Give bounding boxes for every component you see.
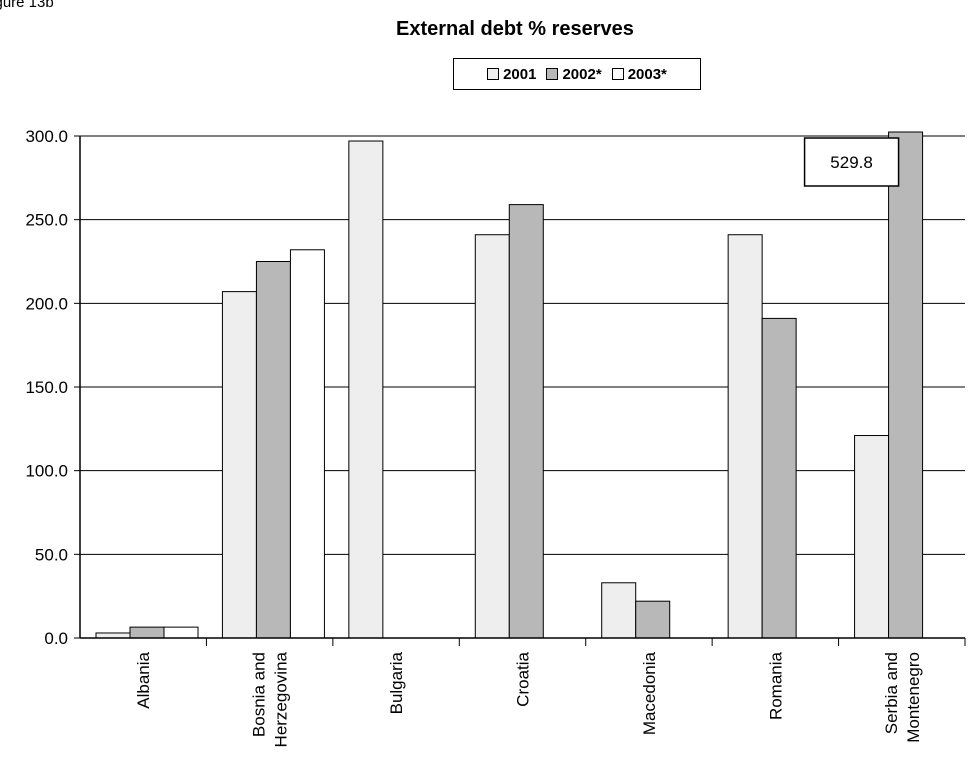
bars (95, 131, 924, 639)
bar-2002-0 (129, 626, 165, 639)
bar-2001-4 (601, 582, 637, 639)
y-tick-label: 100.0 (25, 462, 68, 481)
x-tick-label: Herzegovina (272, 651, 291, 747)
chart-title: External debt % reserves (396, 18, 634, 40)
bar-2001-0 (95, 632, 131, 639)
x-tick-label: Romania (766, 651, 785, 720)
bar-2002-3 (508, 204, 544, 639)
bar-2001-3 (474, 234, 510, 639)
bar-2001-5 (727, 234, 763, 639)
x-tick-label: Bulgaria (387, 651, 406, 714)
x-tick-label: Macedonia (640, 651, 659, 735)
legend-swatch-2002 (546, 68, 559, 80)
y-tick-label: 0.0 (44, 629, 68, 648)
legend-item-2001: 2001 (487, 66, 536, 83)
x-tick-label: Montenegro (904, 652, 923, 743)
annotation-box (803, 137, 900, 187)
y-tick-label: 200.0 (25, 294, 68, 313)
bar-2001-1 (221, 291, 257, 639)
annotation-label: 529.8 (830, 153, 873, 172)
y-tick-label: 150.0 (25, 378, 68, 397)
x-tick-label: Croatia (514, 651, 533, 706)
bar-2003-0 (163, 626, 199, 639)
legend-label-2003: 2003* (627, 65, 667, 83)
bar-2002-6 (888, 131, 924, 639)
bar-2002-1 (255, 261, 291, 639)
chart-legend: 2001 2002* 2003* (453, 58, 701, 90)
figure-label: Figure 13b (0, 0, 54, 11)
x-tick-label: Serbia and (882, 652, 901, 734)
legend-swatch-2001 (487, 68, 500, 80)
x-tick-label: Albania (134, 651, 153, 708)
legend-item-2003: 2003* (611, 65, 667, 83)
legend-label-2001: 2001 (503, 65, 537, 83)
legend-item-2002: 2002* (546, 65, 602, 83)
bar-2001-2 (348, 140, 384, 639)
labels: 0.0 50.0 100.0 150.0 200.0 250.0 300.0 Albania B… (25, 127, 922, 747)
bar-2003-1 (289, 249, 325, 639)
legend-swatch-2003 (611, 68, 624, 80)
bar-2002-4 (635, 600, 671, 639)
bar-2002-5 (761, 317, 797, 639)
legend-label-2002: 2002* (562, 65, 602, 83)
y-tick-label: 50.0 (35, 545, 68, 564)
x-tick-label: Bosnia and (250, 652, 269, 737)
bar-2001-6 (854, 435, 890, 639)
y-tick-label: 250.0 (25, 211, 68, 230)
y-tick-label: 300.0 (25, 127, 68, 146)
axes (74, 135, 966, 646)
